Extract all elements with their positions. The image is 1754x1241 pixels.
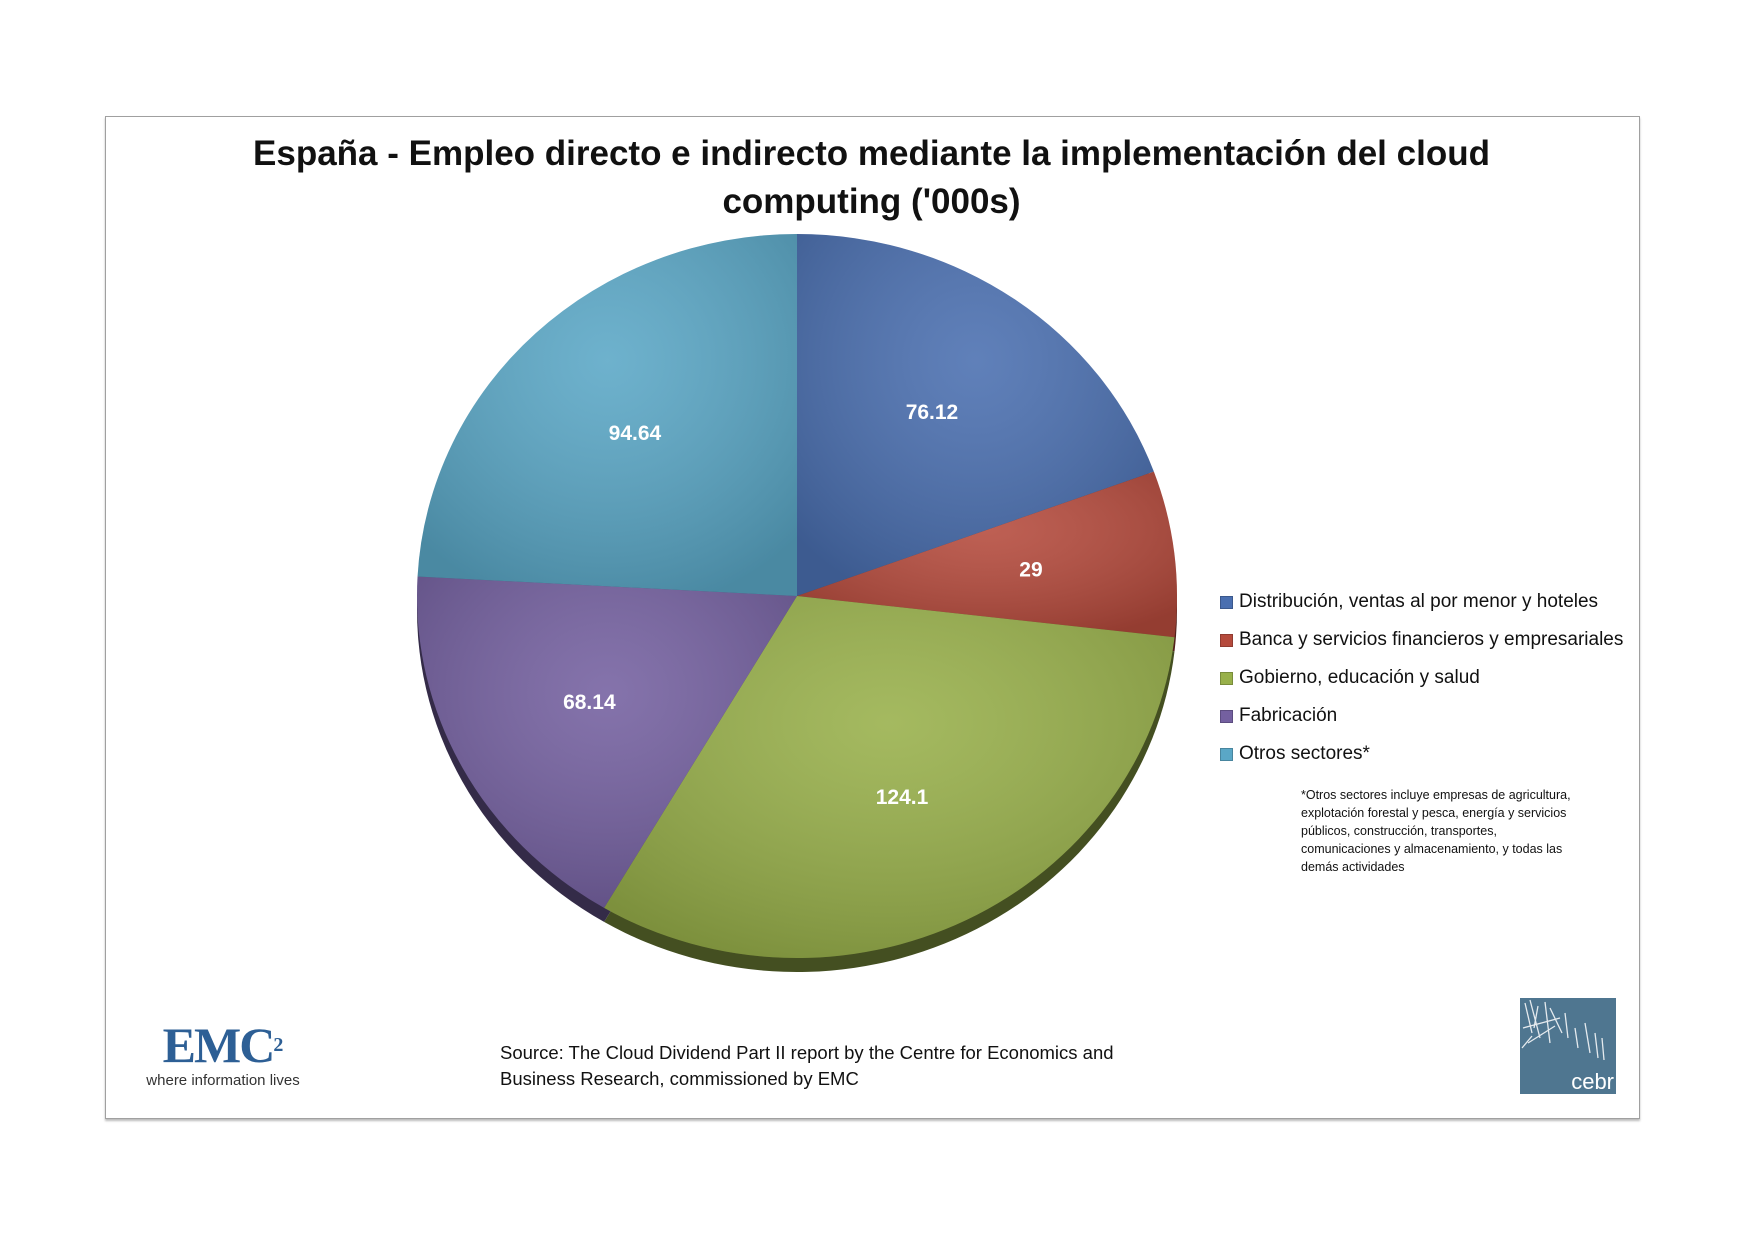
- legend-item-otros: Otros sectores*: [1220, 735, 1623, 773]
- pie-slice-shading: [797, 234, 1154, 596]
- emc-tagline: where information lives: [146, 1072, 300, 1089]
- source-note: Source: The Cloud Dividend Part II repor…: [500, 1040, 1114, 1092]
- legend-swatch: [1220, 671, 1233, 685]
- data-label-3: 124.1: [876, 786, 929, 809]
- source-line-1: Source: The Cloud Dividend Part II repor…: [500, 1042, 1114, 1063]
- legend-swatch: [1220, 595, 1233, 609]
- legend-swatch: [1220, 633, 1233, 647]
- chart-title-line-1: España - Empleo directo e indirecto medi…: [253, 134, 1490, 173]
- pie-slice-shading: [797, 471, 1178, 638]
- legend-label: Fabricación: [1239, 705, 1338, 726]
- data-label-2: 29: [1019, 559, 1042, 582]
- pie-slice-shading: [417, 234, 797, 596]
- legend-swatch: [1220, 709, 1233, 723]
- cebr-logo: cebr: [1520, 998, 1616, 1094]
- legend: Distribución, ventas al por menor y hote…: [1220, 583, 1623, 773]
- legend-item-banca: Banca y servicios financieros y empresar…: [1220, 621, 1623, 659]
- legend-item-fabricacion: Fabricación: [1220, 697, 1623, 735]
- chart-title-line-2: computing ('000s): [722, 182, 1021, 221]
- data-label-5: 94.64: [609, 422, 662, 445]
- legend-label: Otros sectores*: [1239, 743, 1370, 764]
- legend-item-distribucion: Distribución, ventas al por menor y hote…: [1220, 583, 1623, 621]
- emc-logo: EMC2 where information lives: [133, 1020, 313, 1089]
- legend-label: Gobierno, educación y salud: [1239, 667, 1480, 688]
- footnote: *Otros sectores incluye empresas de agri…: [1301, 788, 1571, 874]
- data-label-4: 68.14: [563, 691, 616, 714]
- legend-swatch: [1220, 747, 1233, 761]
- cebr-pattern-icon: [1521, 999, 1605, 1061]
- pie-slice-shading: [417, 576, 797, 908]
- chart-title: España - Empleo directo e indirecto medi…: [105, 130, 1638, 226]
- legend-label: Distribución, ventas al por menor y hote…: [1239, 591, 1599, 612]
- legend-label: Banca y servicios financieros y empresar…: [1239, 629, 1624, 650]
- legend-item-gobierno: Gobierno, educación y salud: [1220, 659, 1623, 697]
- emc-logo-sup: 2: [273, 1034, 284, 1056]
- source-line-2: Business Research, commissioned by EMC: [500, 1068, 859, 1089]
- emc-logo-word: EMC: [162, 1017, 276, 1073]
- pie-slice-shading: [604, 596, 1175, 958]
- cebr-logo-word: cebr: [1571, 1069, 1614, 1094]
- data-label-1: 76.12: [906, 401, 959, 424]
